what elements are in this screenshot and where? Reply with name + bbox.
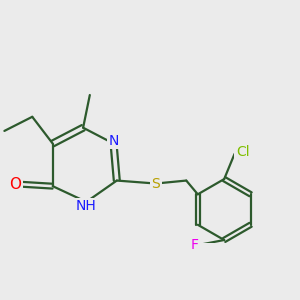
Text: NH: NH <box>75 199 96 213</box>
Text: Cl: Cl <box>236 145 250 159</box>
Text: N: N <box>109 134 119 148</box>
Text: S: S <box>152 176 160 190</box>
Text: F: F <box>190 238 198 252</box>
Text: O: O <box>10 177 22 192</box>
